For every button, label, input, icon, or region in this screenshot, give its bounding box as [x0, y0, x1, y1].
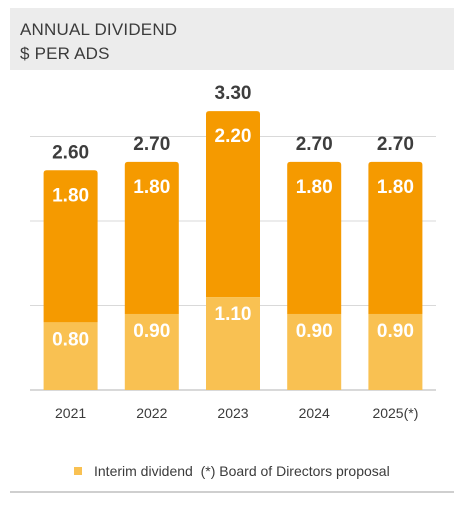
x-tick-label: 2021: [55, 405, 86, 421]
bar-segment-interim: [124, 313, 179, 390]
legend-note: (*) Board of Directors proposal: [200, 463, 390, 479]
bar-label-interim: 0.90: [133, 321, 170, 342]
bar-segment-interim: [368, 313, 423, 390]
x-tick-label: 2025(*): [372, 405, 418, 421]
bar-total-label: 2.70: [377, 134, 414, 155]
legend-swatch-interim: [74, 467, 82, 475]
bar-label-final: 1.80: [52, 185, 89, 206]
bar-segment-final: [43, 170, 98, 323]
bar-segment-final: [206, 111, 260, 298]
bar-segment-final: [287, 161, 342, 314]
bar-total-label: 3.30: [215, 83, 252, 104]
bar-segment-interim: [287, 313, 342, 390]
bar-label-interim: 1.10: [215, 304, 252, 325]
legend-label-interim: Interim dividend: [94, 463, 193, 479]
bar-segment-final: [368, 161, 423, 314]
x-tick-label: 2022: [136, 405, 167, 421]
bar-label-final: 2.20: [215, 126, 252, 147]
chart-legend: Interim dividend (*) Board of Directors …: [74, 463, 390, 479]
bar-label-interim: 0.80: [52, 329, 89, 350]
bar-label-final: 1.80: [296, 177, 333, 198]
bar-segment-interim: [43, 322, 98, 390]
chart-title: ANNUAL DIVIDEND: [20, 20, 178, 39]
chart-header: ANNUAL DIVIDEND $ PER ADS: [10, 8, 454, 70]
bar-total-label: 2.70: [133, 134, 170, 155]
x-tick-label: 2023: [217, 405, 248, 421]
bar-total-label: 2.70: [296, 134, 333, 155]
chart-subtitle: $ PER ADS: [20, 44, 110, 63]
bar-label-final: 1.80: [377, 177, 414, 198]
bar-label-interim: 0.90: [296, 321, 333, 342]
bar-label-interim: 0.90: [377, 321, 414, 342]
bottom-divider: [10, 491, 454, 493]
bar-segment-final: [124, 161, 179, 314]
x-tick-label: 2024: [299, 405, 330, 421]
bar-label-final: 1.80: [133, 177, 170, 198]
bar-segment-interim: [206, 297, 260, 390]
bar-total-label: 2.60: [52, 142, 89, 163]
